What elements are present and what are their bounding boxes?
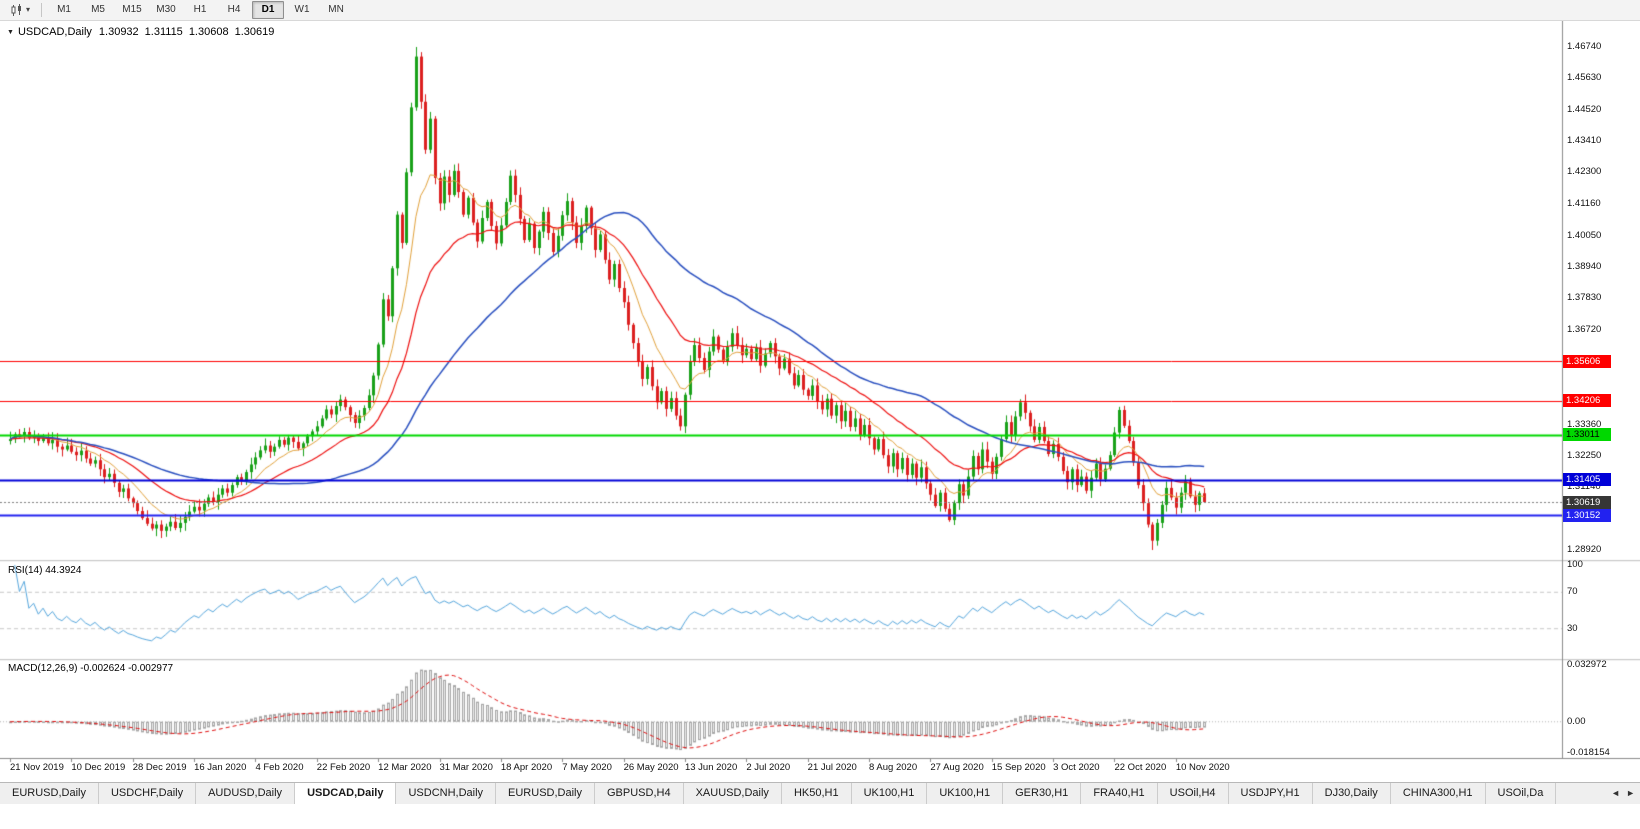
date-axis-label: 4 Feb 2020	[255, 762, 304, 773]
date-axis-label: 18 Apr 2020	[500, 762, 553, 773]
symbol-tabs: EURUSD,Daily USDCHF,Daily AUDUSD,Daily USDC…	[0, 783, 1606, 804]
symbol-tab-usdcad-daily[interactable]: USDCAD,Daily	[295, 783, 397, 804]
symbol-tab-usdchf-daily[interactable]: USDCHF,Daily	[98, 783, 197, 804]
symbol-tab-gbpusd-h4[interactable]: GBPUSD,H4	[595, 783, 684, 804]
symbol-tab-china300-h1[interactable]: CHINA300,H1	[1390, 783, 1486, 804]
timeframe-button-d1[interactable]: D1	[252, 1, 285, 19]
price-axis-label: 1.44520	[1567, 103, 1602, 115]
symbol-tab-hk50-h1[interactable]: HK50,H1	[781, 783, 852, 804]
date-axis-label: 13 Jun 2020	[684, 762, 738, 773]
rsi-indicator-label: RSI(14) 44.3924	[8, 565, 82, 576]
timeframe-button-mn[interactable]: MN	[328, 4, 344, 15]
rsi-axis-label: 30	[1567, 622, 1578, 634]
rsi-axis-label: 100	[1567, 559, 1583, 570]
hline-price-box[interactable]: 1.35606	[1563, 354, 1611, 368]
tab-scroll-left-icon[interactable]: ◄	[1611, 788, 1621, 798]
date-axis-label: 10 Dec 2019	[71, 762, 126, 773]
timeframe-buttons-group: M1 M5 M15 M30 H1 H4 D1 W1 MN	[48, 1, 354, 19]
date-axis-label: 8 Aug 2020	[869, 762, 918, 773]
toolbar-separator	[41, 3, 43, 17]
date-axis-label: 12 Mar 2020	[378, 762, 432, 773]
bar-open-value: 1.30932	[98, 26, 139, 38]
price-axis-label: 1.36720	[1567, 323, 1602, 335]
price-axis-label: 1.33360	[1567, 418, 1602, 430]
symbol-tab-eurusd-daily[interactable]: EURUSD,Daily	[0, 783, 99, 804]
date-axis-label: 7 May 2020	[562, 762, 612, 773]
timeframe-toolbar: ▾ M1 M5 M15 M30 H1 H4 D1 W1 MN	[0, 0, 1640, 21]
price-axis-label: 1.28920	[1567, 543, 1602, 555]
timeframe-button-h4[interactable]: H4	[227, 4, 241, 15]
date-axis-label: 16 Jan 2020	[194, 762, 247, 773]
date-axis-label: 27 Aug 2020	[930, 762, 984, 773]
tab-scroll-controls: ◄ ►	[1606, 783, 1640, 804]
date-axis-label: 22 Oct 2020	[1114, 762, 1167, 773]
date-axis-label: 21 Jul 2020	[807, 762, 857, 773]
timeframe-button-m5[interactable]: M5	[91, 4, 105, 15]
timeframe-button-m30[interactable]: M30	[156, 4, 176, 15]
chart-symbol-period: USDCAD,Daily	[17, 26, 92, 38]
symbol-tab-usoil-h4[interactable]: USOil,H4	[1157, 783, 1229, 804]
macd-axis-label: -0.018154	[1567, 747, 1610, 758]
date-axis-label: 15 Sep 2020	[991, 762, 1046, 773]
date-axis-label: 21 Nov 2019	[10, 762, 64, 773]
price-axis-label: 1.43410	[1567, 134, 1602, 146]
timeframe-button-m15[interactable]: M15	[122, 4, 142, 15]
price-axis-label: 1.31140	[1567, 481, 1601, 493]
price-chart-canvas[interactable]	[0, 21, 1640, 782]
dropdown-caret-icon: ▾	[26, 5, 31, 14]
macd-axis-label: 0.00	[1567, 715, 1586, 727]
symbol-tabbar: EURUSD,Daily USDCHF,Daily AUDUSD,Daily USDC…	[0, 782, 1640, 804]
symbol-tab-fra40-h1[interactable]: FRA40,H1	[1081, 783, 1158, 804]
date-axis-label: 3 Oct 2020	[1053, 762, 1100, 773]
symbol-tab-usdcnh-daily[interactable]: USDCNH,Daily	[396, 783, 497, 804]
macd-indicator-label: MACD(12,26,9) -0.002624 -0.002977	[8, 663, 174, 674]
symbol-marker-icon: ▼	[7, 28, 14, 36]
date-axis-label: 26 May 2020	[623, 762, 679, 773]
symbol-tab-uk100-h1[interactable]: UK100,H1	[927, 783, 1004, 804]
symbol-tab-eurusd-daily[interactable]: EURUSD,Daily	[496, 783, 595, 804]
date-axis-label: 28 Dec 2019	[132, 762, 187, 773]
date-axis-label: 2 Jul 2020	[746, 762, 791, 773]
symbol-tab-dj30-daily[interactable]: DJ30,Daily	[1312, 783, 1391, 804]
hline-price-box[interactable]: 1.33011	[1563, 428, 1611, 442]
price-axis-label: 1.38940	[1567, 261, 1602, 273]
bar-close-value: 1.30619	[234, 26, 275, 38]
candlestick-chart-icon	[11, 3, 21, 16]
hline-price-box[interactable]: 1.30152	[1563, 508, 1611, 522]
macd-axis-label: 0.032972	[1567, 659, 1607, 670]
chart-type-button[interactable]: ▾	[5, 2, 35, 19]
price-axis-label: 1.40050	[1567, 229, 1602, 241]
tab-scroll-right-icon[interactable]: ►	[1626, 788, 1635, 798]
symbol-tab-audusd-daily[interactable]: AUDUSD,Daily	[196, 783, 296, 804]
bar-low-value: 1.30608	[188, 26, 229, 38]
price-axis-label: 1.46740	[1567, 40, 1602, 52]
date-axis-label: 10 Nov 2020	[1175, 762, 1230, 773]
timeframe-button-h1[interactable]: H1	[193, 4, 207, 15]
timeframe-button-w1[interactable]: W1	[294, 4, 310, 15]
chart-title: ▼ USDCAD,Daily 1.30932 1.31115 1.30608 1…	[7, 26, 280, 38]
hline-price-box[interactable]: 1.31405	[1563, 473, 1611, 487]
price-axis-label: 1.32250	[1567, 449, 1602, 461]
chart-window[interactable]: ▼ USDCAD,Daily 1.30932 1.31115 1.30608 1…	[0, 21, 1640, 782]
hline-price-box[interactable]: 1.34206	[1563, 394, 1611, 408]
price-axis-label: 1.42300	[1567, 166, 1602, 178]
price-axis-label: 1.45630	[1567, 72, 1602, 84]
price-axis-label: 1.41160	[1567, 198, 1601, 210]
symbol-tab-xauusd-daily[interactable]: XAUUSD,Daily	[683, 783, 782, 804]
price-axis-label: 1.37830	[1567, 292, 1602, 304]
symbol-tab-usdjpy-h1[interactable]: USDJPY,H1	[1228, 783, 1313, 804]
date-axis-label: 31 Mar 2020	[439, 762, 493, 773]
symbol-tab-uk100-h1[interactable]: UK100,H1	[851, 783, 928, 804]
current-price-box: 1.30619	[1563, 495, 1611, 509]
date-axis-label: 22 Feb 2020	[316, 762, 371, 773]
timeframe-button-m1[interactable]: M1	[57, 4, 71, 15]
rsi-axis-label: 70	[1567, 586, 1578, 598]
symbol-tab-ger30-h1[interactable]: GER30,H1	[1003, 783, 1082, 804]
bar-high-value: 1.31115	[144, 26, 183, 38]
symbol-tab-usoil-da[interactable]: USOil,Da	[1485, 783, 1557, 804]
